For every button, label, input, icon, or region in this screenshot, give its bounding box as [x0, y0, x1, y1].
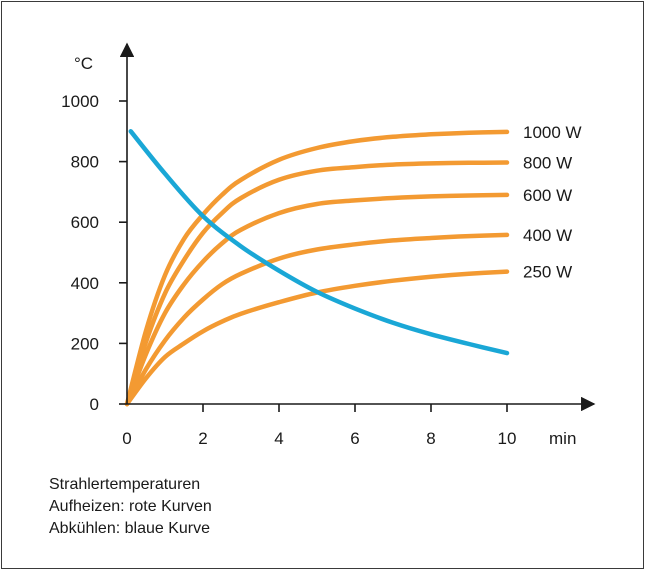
y-tick-label-1000: 1000	[61, 92, 99, 111]
series-label-250-w: 250 W	[523, 263, 572, 282]
series-label-1000-w: 1000 W	[523, 123, 582, 142]
series-line-400-w	[124, 232, 510, 407]
series-label-600-w: 600 W	[523, 186, 572, 205]
x-tick-label-2: 2	[198, 429, 207, 448]
x-tick-label-6: 6	[350, 429, 359, 448]
series-line-1000-w	[124, 129, 510, 407]
caption-line-cooling: Abkühlen: blaue Kurve	[49, 520, 210, 537]
y-tick-label-800: 800	[71, 153, 99, 172]
x-axis-unit: min	[549, 429, 576, 448]
y-axis-unit: °C	[74, 54, 93, 73]
series-layer	[124, 129, 510, 407]
caption-line-heating: Aufheizen: rote Kurven	[49, 498, 212, 515]
tick-layer: 0 200 400 600 800 1000 0 2 4 6 8 10	[61, 92, 516, 448]
x-tick-label-4: 4	[274, 429, 283, 448]
x-tick-label-0: 0	[122, 429, 131, 448]
y-tick-label-400: 400	[71, 274, 99, 293]
y-tick-label-0: 0	[90, 395, 99, 414]
temperature-chart: 0 200 400 600 800 1000 0 2 4 6 8 10 °C min 1000 W 80…	[61, 42, 596, 448]
series-label-800-w: 800 W	[523, 154, 572, 173]
caption-line-title: Strahlertemperaturen	[49, 476, 201, 493]
series-line-250-w	[124, 269, 510, 407]
series-line-cooling	[128, 129, 510, 356]
series-line-800-w	[124, 160, 510, 407]
series-line-600-w	[124, 192, 510, 407]
y-tick-label-200: 200	[71, 334, 99, 353]
x-tick-label-10: 10	[498, 429, 517, 448]
caption: Strahlertemperaturen Aufheizen: rote Kur…	[49, 474, 212, 540]
series-label-layer: 1000 W 800 W 600 W 400 W 250 W	[523, 123, 582, 282]
series-label-400-w: 400 W	[523, 226, 572, 245]
y-tick-label-600: 600	[71, 213, 99, 232]
x-tick-label-8: 8	[426, 429, 435, 448]
